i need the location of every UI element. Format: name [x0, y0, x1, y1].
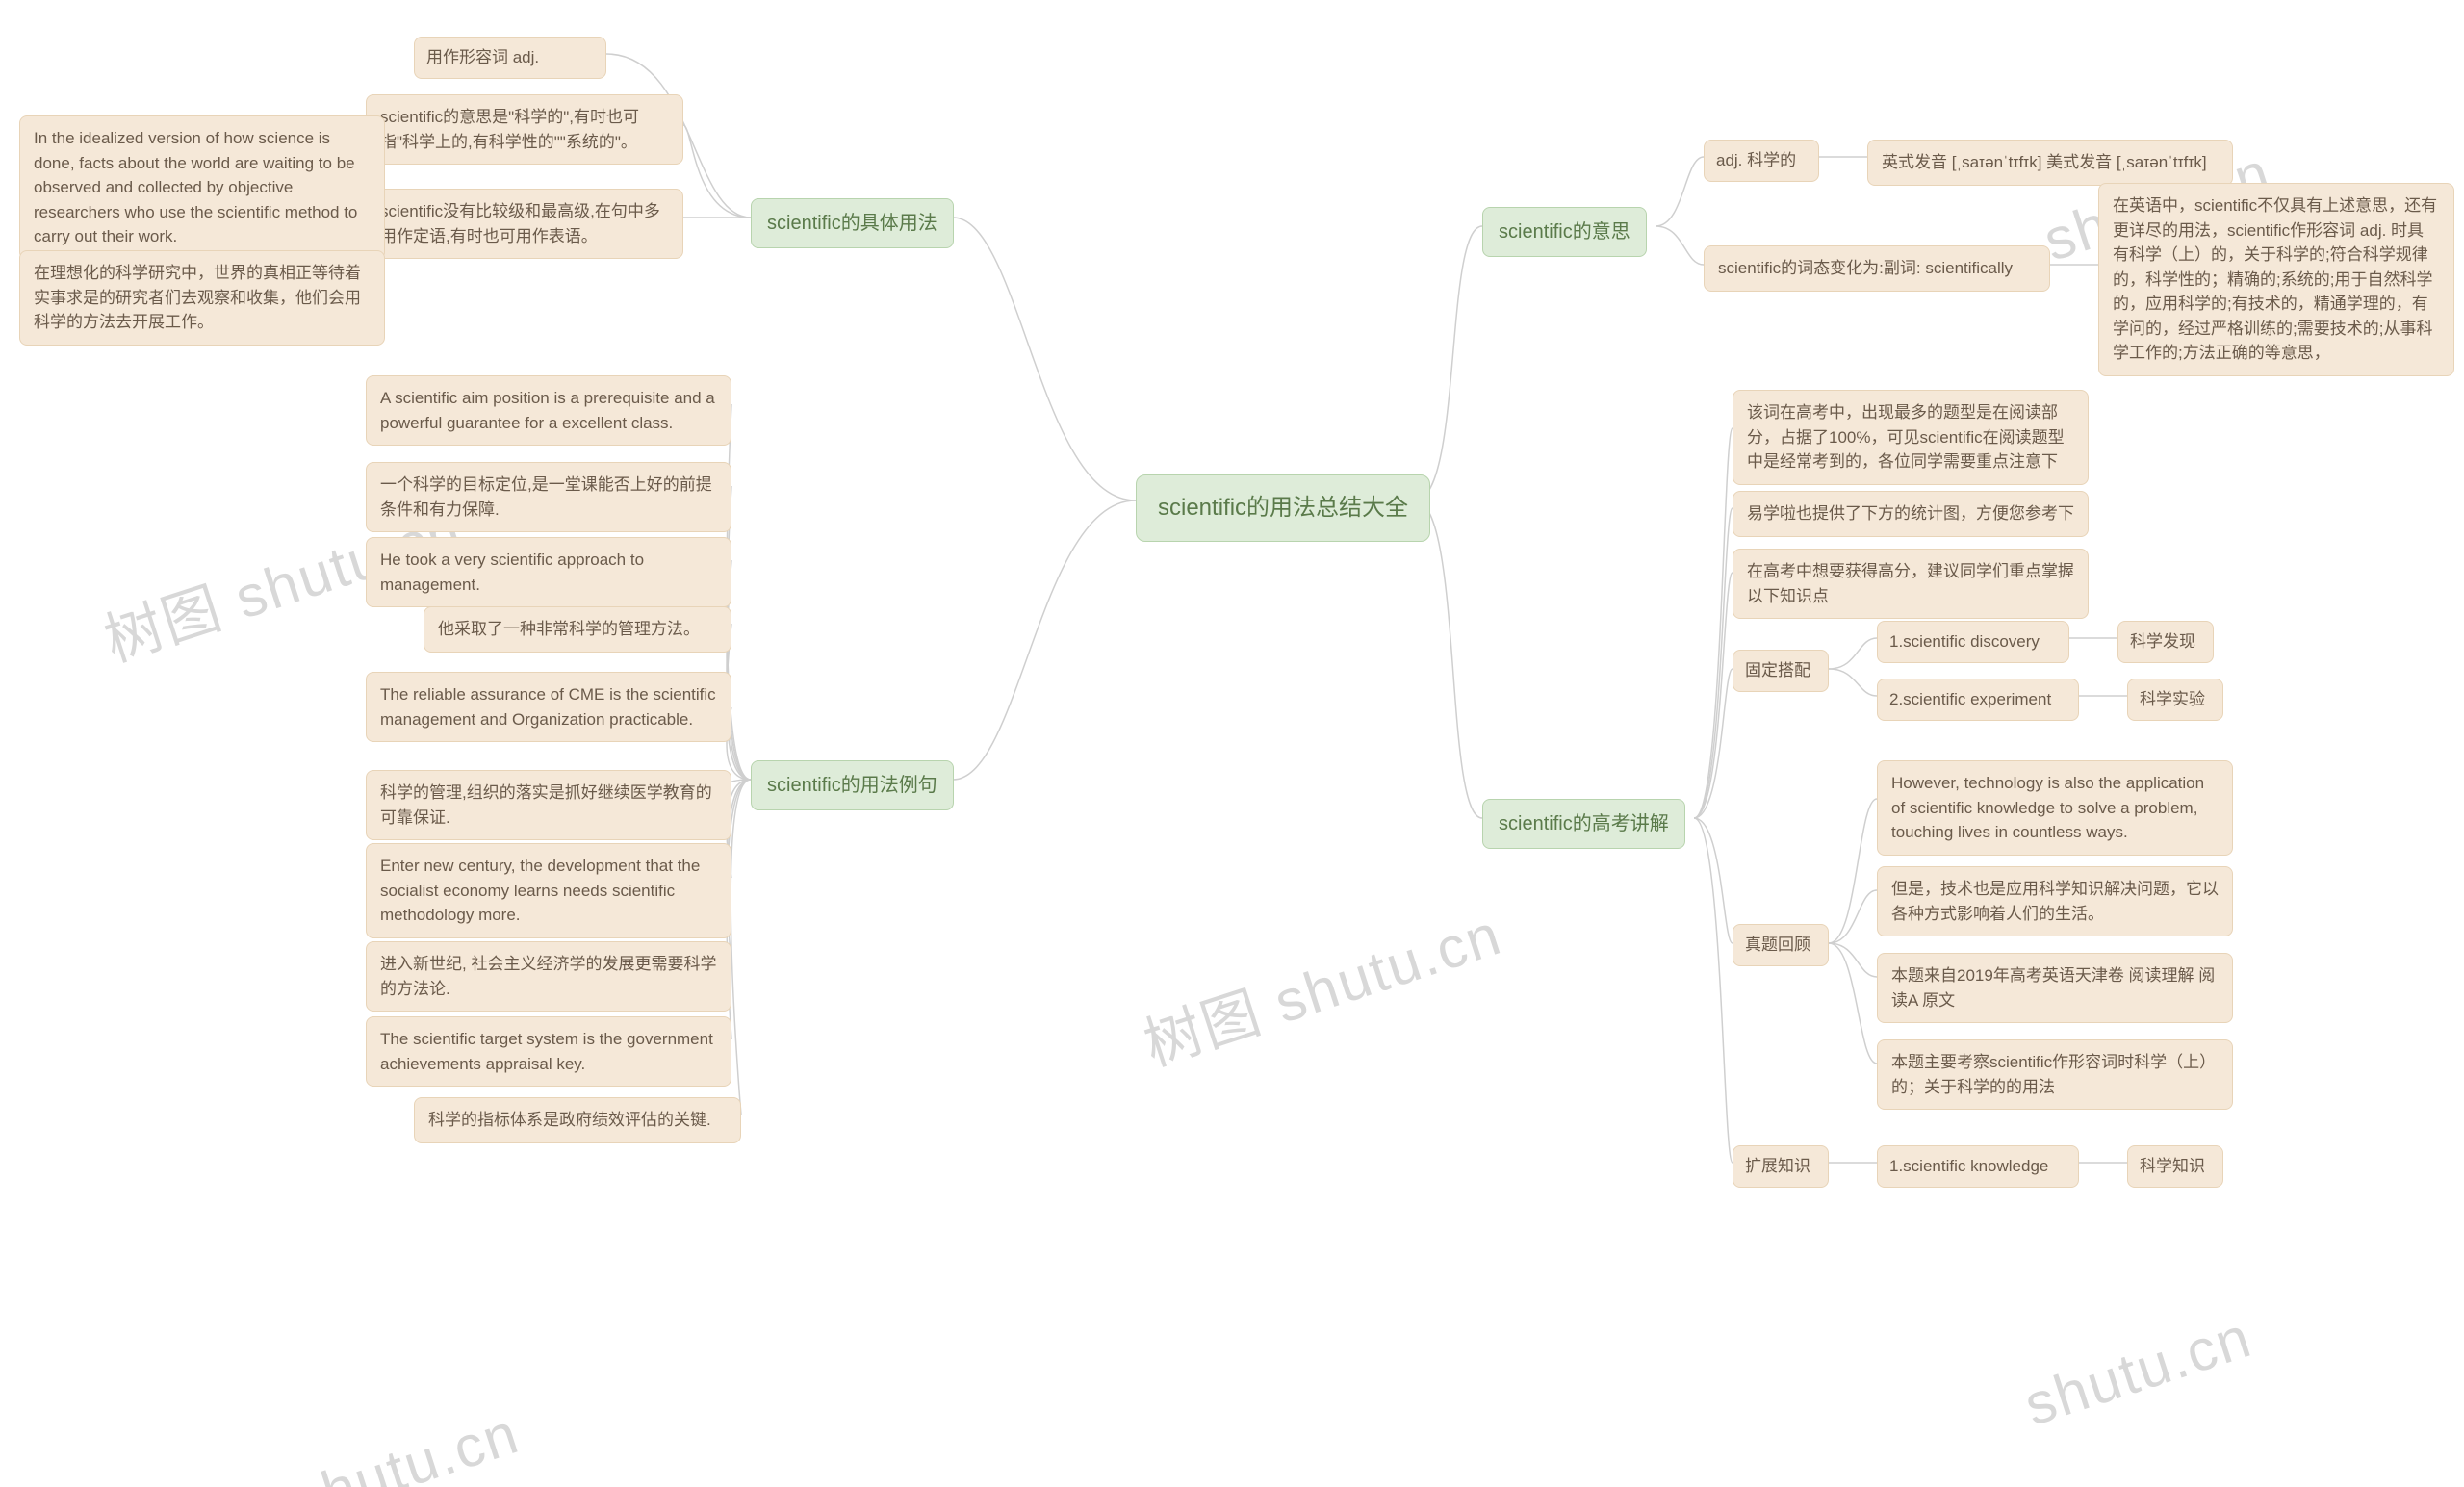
leaf-ex5-zh[interactable]: 科学的指标体系是政府绩效评估的关键.: [414, 1097, 741, 1143]
leaf-grammar[interactable]: scientific没有比较级和最高级,在句中多用作定语,有时也可用作表语。: [366, 189, 683, 259]
leaf-coll-1-zh[interactable]: 科学发现: [2118, 621, 2214, 663]
leaf-collocation[interactable]: 固定搭配: [1732, 650, 1829, 692]
leaf-wordform[interactable]: scientific的词态变化为:副词: scientifically: [1704, 245, 2050, 292]
leaf-extend-1[interactable]: 1.scientific knowledge: [1877, 1145, 2079, 1188]
leaf-eg-zh[interactable]: 在理想化的科学研究中，世界的真相正等待着实事求是的研究者们去观察和收集，他们会用…: [19, 250, 385, 346]
watermark: shutu.cn: [284, 1399, 526, 1487]
leaf-ex3-en[interactable]: The reliable assurance of CME is the sci…: [366, 672, 732, 742]
branch-usage[interactable]: scientific的具体用法: [751, 198, 954, 248]
leaf-pastq-2[interactable]: 但是，技术也是应用科学知识解决问题，它以各种方式影响着人们的生活。: [1877, 866, 2233, 936]
leaf-ex1-en[interactable]: A scientific aim position is a prerequis…: [366, 375, 732, 446]
leaf-meaning1[interactable]: scientific的意思是"科学的",有时也可指"科学上的,有科学性的""系统…: [366, 94, 683, 165]
leaf-pastq-4[interactable]: 本题主要考察scientific作形容词时科学（上）的；关于科学的的用法: [1877, 1039, 2233, 1110]
leaf-coll-2[interactable]: 2.scientific experiment: [1877, 679, 2079, 721]
leaf-pastq-1[interactable]: However, technology is also the applicat…: [1877, 760, 2233, 856]
leaf-pos[interactable]: adj. 科学的: [1704, 140, 1819, 182]
leaf-adj[interactable]: 用作形容词 adj.: [414, 37, 606, 79]
leaf-extend-1-zh[interactable]: 科学知识: [2127, 1145, 2223, 1188]
leaf-pronunciation[interactable]: 英式发音 [ˌsaɪənˈtɪfɪk] 美式发音 [ˌsaɪənˈtɪfɪk]: [1867, 140, 2233, 186]
leaf-ex2-zh[interactable]: 他采取了一种非常科学的管理方法。: [424, 606, 732, 653]
branch-meaning[interactable]: scientific的意思: [1482, 207, 1647, 257]
leaf-extend[interactable]: 扩展知识: [1732, 1145, 1829, 1188]
leaf-ex4-en[interactable]: Enter new century, the development that …: [366, 843, 732, 938]
leaf-pastq-3[interactable]: 本题来自2019年高考英语天津卷 阅读理解 阅读A 原文: [1877, 953, 2233, 1023]
leaf-gk-2[interactable]: 易学啦也提供了下方的统计图，方便您参考下: [1732, 491, 2089, 537]
watermark: 树图 shutu.cn: [1132, 888, 1511, 1083]
leaf-pastq[interactable]: 真题回顾: [1732, 924, 1829, 966]
leaf-coll-2-zh[interactable]: 科学实验: [2127, 679, 2223, 721]
mindmap-canvas: 树图 shutu.cn shutu.cn 树图 shutu.cn shutu.c…: [0, 0, 2464, 1487]
leaf-ex3-zh[interactable]: 科学的管理,组织的落实是抓好继续医学教育的可靠保证.: [366, 770, 732, 840]
branch-examples[interactable]: scientific的用法例句: [751, 760, 954, 810]
leaf-eg-en[interactable]: In the idealized version of how science …: [19, 115, 385, 260]
root-node[interactable]: scientific的用法总结大全: [1136, 474, 1430, 542]
watermark: shutu.cn: [2016, 1303, 2259, 1439]
leaf-wordform-detail[interactable]: 在英语中，scientific不仅具有上述意思，还有更详尽的用法，scienti…: [2098, 183, 2454, 376]
leaf-ex5-en[interactable]: The scientific target system is the gove…: [366, 1016, 732, 1087]
leaf-coll-1[interactable]: 1.scientific discovery: [1877, 621, 2069, 663]
leaf-gk-3[interactable]: 在高考中想要获得高分，建议同学们重点掌握以下知识点: [1732, 549, 2089, 619]
branch-gaokao[interactable]: scientific的高考讲解: [1482, 799, 1685, 849]
leaf-ex4-zh[interactable]: 进入新世纪, 社会主义经济学的发展更需要科学的方法论.: [366, 941, 732, 1012]
leaf-gk-1[interactable]: 该词在高考中，出现最多的题型是在阅读部分，占据了100%，可见scientifi…: [1732, 390, 2089, 485]
leaf-ex2-en[interactable]: He took a very scientific approach to ma…: [366, 537, 732, 607]
leaf-ex1-zh[interactable]: 一个科学的目标定位,是一堂课能否上好的前提条件和有力保障.: [366, 462, 732, 532]
